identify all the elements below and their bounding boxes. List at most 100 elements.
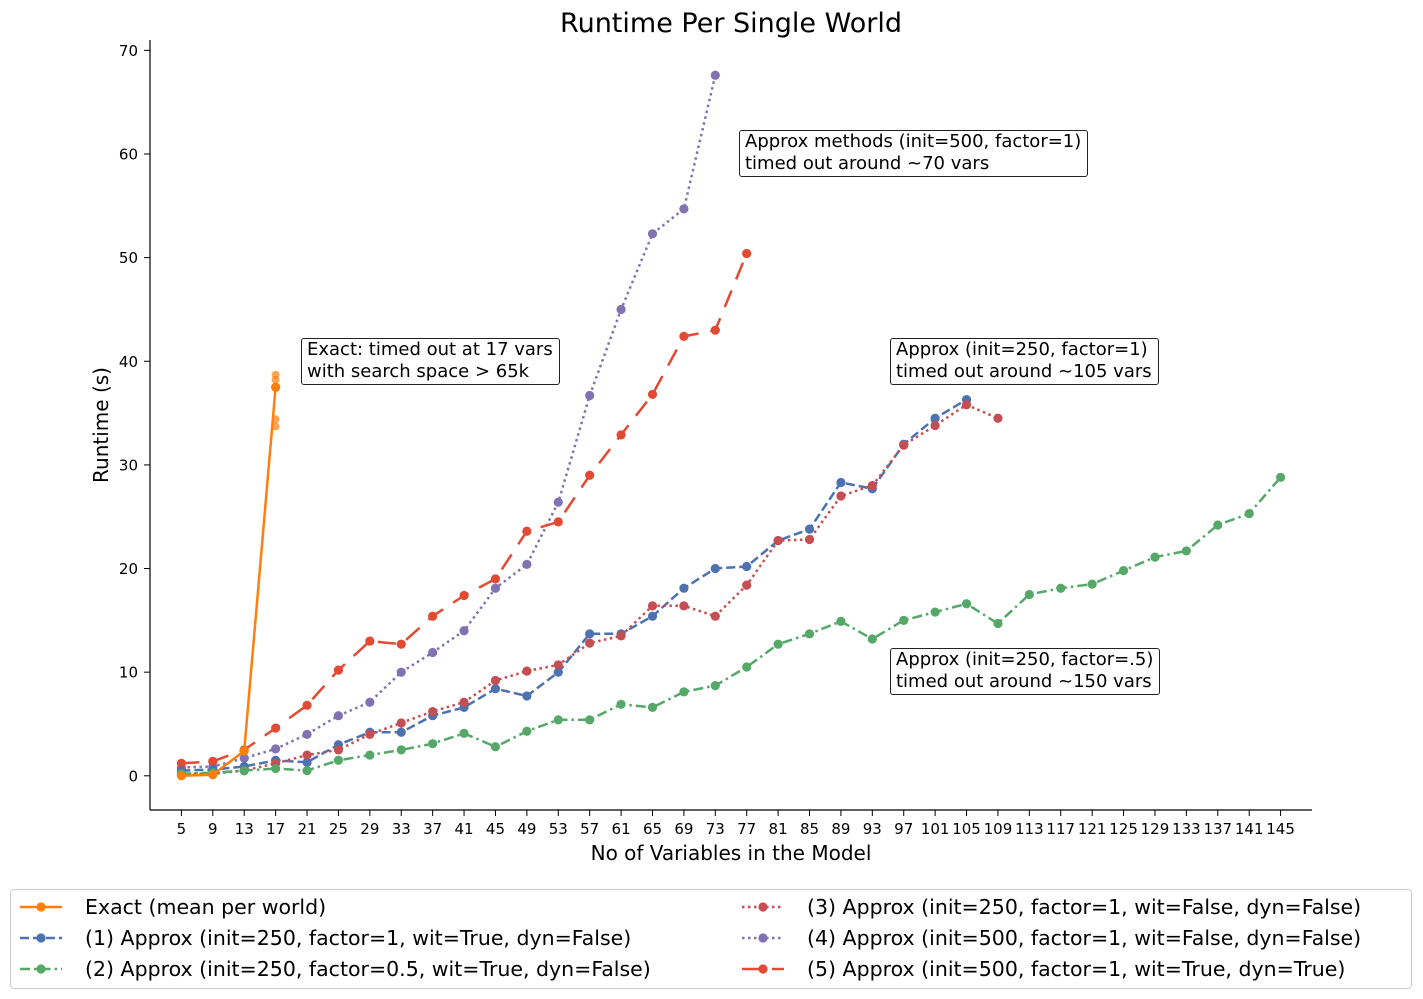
data-point bbox=[271, 723, 281, 733]
data-point bbox=[616, 699, 626, 709]
annotation-line: Approx methods (init=500, factor=1) bbox=[745, 131, 1082, 152]
data-point bbox=[647, 611, 658, 621]
data-point bbox=[961, 599, 972, 609]
legend-label: (5) Approx (init=500, factor=1, wit=True… bbox=[807, 957, 1346, 981]
annotation-approx-250-half: Approx (init=250, factor=.5) timed out a… bbox=[890, 648, 1161, 695]
legend-item: (1) Approx (init=250, factor=1, wit=True… bbox=[19, 923, 631, 953]
annotation-exact: Exact: timed out at 17 vars with search … bbox=[301, 338, 560, 385]
data-point bbox=[585, 715, 595, 725]
legend-item: Exact (mean per world) bbox=[19, 892, 326, 922]
data-point bbox=[1118, 566, 1129, 576]
data-point bbox=[459, 728, 469, 738]
y-tick-label: 10 bbox=[119, 664, 138, 682]
annotation-line: Approx (init=250, factor=.5) bbox=[896, 649, 1154, 670]
annotation-line: timed out around ~70 vars bbox=[745, 153, 990, 174]
data-point bbox=[365, 636, 375, 646]
x-tick-label: 53 bbox=[549, 820, 568, 838]
chart-title: Runtime Per Single World bbox=[560, 8, 902, 39]
x-tick-label: 69 bbox=[674, 820, 693, 838]
data-point bbox=[176, 771, 187, 781]
legend-label: (2) Approx (init=250, factor=0.5, wit=Tr… bbox=[85, 957, 651, 981]
x-tick-label: 25 bbox=[329, 820, 348, 838]
annotation-line: timed out around ~150 vars bbox=[896, 671, 1152, 692]
data-point bbox=[271, 744, 281, 754]
data-point bbox=[1275, 472, 1286, 482]
x-tick-label: 141 bbox=[1235, 820, 1264, 838]
series-2 bbox=[176, 472, 1286, 779]
x-tick-label: 21 bbox=[297, 820, 316, 838]
x-tick-label: 13 bbox=[235, 820, 254, 838]
data-point bbox=[490, 742, 501, 752]
data-point bbox=[333, 711, 344, 721]
data-point bbox=[490, 583, 501, 593]
y-tick-label: 0 bbox=[128, 767, 138, 785]
x-tick-label: 113 bbox=[1015, 820, 1044, 838]
x-tick-label: 105 bbox=[952, 820, 981, 838]
data-point bbox=[679, 583, 689, 593]
legend-item: (4) Approx (init=500, factor=1, wit=Fals… bbox=[741, 923, 1361, 953]
data-point bbox=[333, 755, 344, 765]
legend-swatch bbox=[20, 933, 62, 943]
data-point bbox=[522, 666, 532, 676]
data-point bbox=[208, 770, 218, 780]
legend-item: (5) Approx (init=500, factor=1, wit=True… bbox=[741, 954, 1345, 984]
data-point bbox=[396, 667, 406, 677]
x-tick-label: 17 bbox=[266, 820, 285, 838]
data-point bbox=[553, 715, 563, 725]
data-point bbox=[208, 756, 218, 766]
data-point bbox=[867, 634, 877, 644]
x-tick-label: 121 bbox=[1078, 820, 1107, 838]
x-tick-label: 45 bbox=[486, 820, 505, 838]
x-tick-label: 93 bbox=[863, 820, 882, 838]
legend-item: (2) Approx (init=250, factor=0.5, wit=Tr… bbox=[19, 954, 651, 984]
data-point bbox=[742, 662, 752, 672]
x-tick-label: 133 bbox=[1172, 820, 1201, 838]
data-point bbox=[899, 440, 909, 450]
x-tick-label: 9 bbox=[208, 820, 218, 838]
legend-swatch bbox=[742, 902, 784, 912]
data-point bbox=[553, 497, 563, 507]
x-tick-label: 89 bbox=[831, 820, 850, 838]
data-point bbox=[585, 638, 595, 648]
data-point bbox=[742, 248, 752, 259]
data-point bbox=[459, 590, 469, 601]
annotation-line: Approx (init=250, factor=1) bbox=[896, 339, 1148, 360]
x-tick-label: 5 bbox=[177, 820, 187, 838]
data-point bbox=[679, 687, 689, 697]
x-tick-label: 65 bbox=[643, 820, 662, 838]
legend-swatch bbox=[20, 964, 62, 974]
data-point bbox=[710, 325, 720, 335]
annotation-approx-500: Approx methods (init=500, factor=1) time… bbox=[739, 130, 1089, 177]
data-point bbox=[522, 691, 532, 701]
y-tick-label: 30 bbox=[119, 456, 138, 474]
data-point bbox=[647, 389, 658, 400]
data-point bbox=[616, 430, 626, 440]
data-point bbox=[396, 639, 406, 649]
data-point bbox=[271, 382, 281, 392]
x-tick-label: 101 bbox=[921, 820, 950, 838]
annotation-line: Exact: timed out at 17 vars bbox=[307, 339, 553, 360]
series-line bbox=[181, 476, 1282, 775]
annotation-line: timed out around ~105 vars bbox=[896, 361, 1152, 382]
data-point bbox=[428, 706, 438, 717]
data-point bbox=[616, 631, 626, 641]
data-point bbox=[365, 697, 375, 707]
x-tick-label: 145 bbox=[1266, 820, 1295, 838]
data-point bbox=[176, 758, 187, 768]
data-point bbox=[522, 526, 532, 536]
legend-label: (4) Approx (init=500, factor=1, wit=Fals… bbox=[807, 926, 1362, 950]
data-point bbox=[899, 615, 909, 625]
x-tick-label: 41 bbox=[455, 820, 474, 838]
data-point bbox=[742, 561, 752, 572]
data-point bbox=[490, 684, 501, 694]
data-point bbox=[585, 629, 595, 639]
legend-item: (3) Approx (init=250, factor=1, wit=Fals… bbox=[741, 892, 1361, 922]
data-point bbox=[804, 629, 815, 639]
data-point bbox=[522, 726, 532, 736]
x-tick-label: 129 bbox=[1141, 820, 1170, 838]
data-point bbox=[930, 413, 940, 423]
data-point bbox=[1244, 509, 1254, 519]
y-tick-label: 50 bbox=[119, 249, 138, 267]
data-point bbox=[679, 204, 689, 214]
series-5 bbox=[176, 248, 752, 768]
